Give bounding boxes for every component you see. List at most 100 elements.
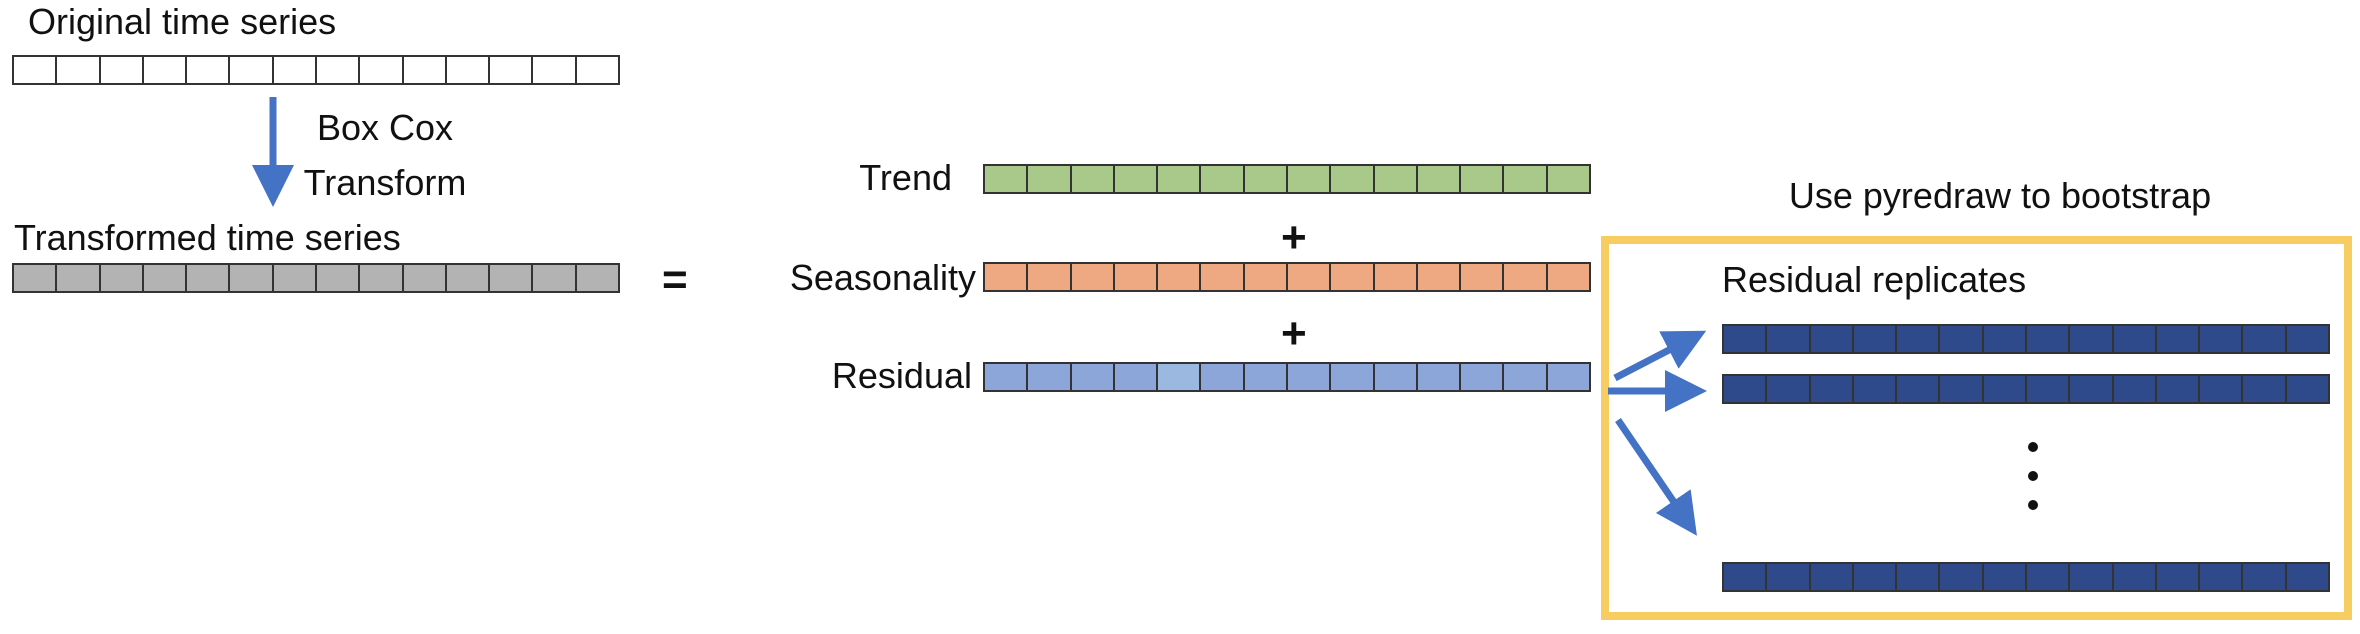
replicate-cell — [2200, 564, 2244, 590]
transformed-cell — [273, 265, 317, 291]
replicate-cell — [2243, 376, 2287, 402]
replicate-cell — [2156, 376, 2201, 402]
boxcox-label-line1: Box Cox — [316, 107, 454, 148]
residual-cell — [1461, 364, 1505, 390]
seasonality-cell — [1331, 264, 1375, 290]
transformed-cell — [533, 265, 577, 291]
replicate-cell — [2026, 564, 2071, 590]
trend-cell — [1201, 166, 1245, 192]
trend-cell — [1417, 166, 1462, 192]
resample-arrow-1 — [1613, 330, 1707, 382]
transformed-cell — [403, 265, 447, 291]
original-cell — [143, 57, 188, 83]
trend-cell — [1244, 166, 1288, 192]
original-cell — [14, 57, 58, 83]
replicate-strip-3 — [1722, 562, 2330, 592]
replicate-cell — [2286, 564, 2328, 590]
residual-cell — [1158, 364, 1202, 390]
original-cell — [187, 57, 231, 83]
replicate-cell — [1983, 564, 2027, 590]
residual-cell — [1417, 364, 1462, 390]
trend-cell — [1504, 166, 1548, 192]
replicate-cell — [1767, 326, 1811, 352]
equals-sign: = — [662, 255, 688, 304]
transformed-cell — [490, 265, 534, 291]
replicate-cell — [2070, 376, 2114, 402]
seasonality-cell — [1374, 264, 1418, 290]
seasonality-cell — [1417, 264, 1462, 290]
transformed-cell — [360, 265, 404, 291]
original-cell — [57, 57, 101, 83]
replicate-cell — [2156, 564, 2201, 590]
replicate-cell — [2200, 326, 2244, 352]
residual-cell — [1504, 364, 1548, 390]
original-cell — [360, 57, 404, 83]
replicate-cell — [2070, 326, 2114, 352]
replicate-cell — [1767, 376, 1811, 402]
plus-sign-1: + — [1281, 213, 1307, 262]
boxcox-label-line2: Transform — [303, 162, 467, 203]
replicate-cell — [2286, 376, 2328, 402]
replicate-cell — [1724, 564, 1768, 590]
residual-cell — [1114, 364, 1159, 390]
seasonality-cell — [1547, 264, 1589, 290]
replicate-cell — [2156, 326, 2201, 352]
replicate-cell — [2286, 326, 2328, 352]
original-cell — [490, 57, 534, 83]
seasonality-cell — [985, 264, 1029, 290]
replicate-strip-1 — [1722, 324, 2330, 354]
replicate-cell — [1853, 376, 1898, 402]
residual-cell — [1374, 364, 1418, 390]
replicate-cell — [1897, 326, 1941, 352]
seasonality-cell — [1244, 264, 1288, 290]
replicate-cell — [2243, 326, 2287, 352]
replicate-cell — [1724, 326, 1768, 352]
seasonality-cell — [1461, 264, 1505, 290]
replicate-strip-2 — [1722, 374, 2330, 404]
replicate-cell — [1983, 326, 2027, 352]
transformed-series-strip — [12, 263, 620, 293]
seasonality-cell — [1158, 264, 1202, 290]
transformed-cell — [100, 265, 144, 291]
transformed-series-label: Transformed time series — [14, 217, 401, 258]
trend-label: Trend — [859, 157, 952, 198]
ellipsis-dot-2 — [2028, 471, 2038, 481]
original-cell — [576, 57, 618, 83]
replicate-cell — [2113, 564, 2157, 590]
residual-cell — [1071, 364, 1115, 390]
original-series-label: Original time series — [28, 1, 337, 42]
replicate-cell — [1724, 376, 1768, 402]
trend-cell — [1158, 166, 1202, 192]
original-cell — [446, 57, 491, 83]
ellipsis-dot-1 — [2028, 442, 2038, 452]
transformed-cell — [143, 265, 188, 291]
ellipsis-dot-3 — [2028, 500, 2038, 510]
replicate-cell — [2113, 376, 2157, 402]
transformed-cell — [230, 265, 274, 291]
residual-strip — [983, 362, 1591, 392]
replicate-cell — [2243, 564, 2287, 590]
replicate-cell — [1853, 326, 1898, 352]
replicate-cell — [2026, 326, 2071, 352]
replicate-cell — [2113, 326, 2157, 352]
seasonality-cell — [1114, 264, 1159, 290]
replicate-cell — [1940, 326, 1984, 352]
trend-cell — [1374, 166, 1418, 192]
trend-cell — [1028, 166, 1072, 192]
trend-cell — [1071, 166, 1115, 192]
bootstrap-title: Use pyredraw to bootstrap — [1788, 175, 2212, 216]
residual-cell — [1287, 364, 1332, 390]
resample-arrow-3 — [1615, 418, 1697, 536]
transformed-cell — [14, 265, 58, 291]
trend-cell — [1287, 166, 1332, 192]
replicate-cell — [1897, 564, 1941, 590]
trend-cell — [1547, 166, 1589, 192]
original-cell — [100, 57, 144, 83]
seasonality-cell — [1028, 264, 1072, 290]
transformed-cell — [187, 265, 231, 291]
original-series-strip — [12, 55, 620, 85]
bootstrap-box — [1601, 236, 2352, 620]
replicate-cell — [1940, 376, 1984, 402]
